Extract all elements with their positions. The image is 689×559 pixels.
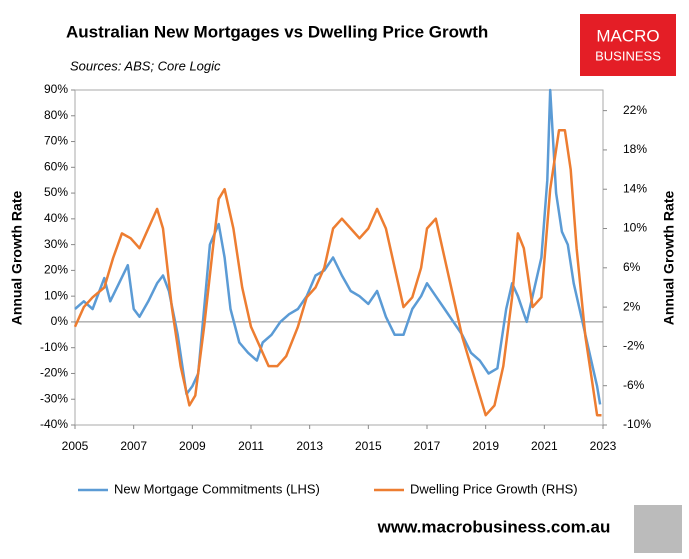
series-line — [73, 129, 602, 417]
y-tick-label: 80% — [44, 108, 68, 122]
y2-tick-label: -10% — [623, 417, 651, 431]
x-tick-label: 2011 — [238, 439, 264, 453]
y2-tick-label: -6% — [623, 378, 645, 392]
x-tick-label: 2007 — [120, 439, 147, 453]
y2-tick-label: 2% — [623, 299, 641, 313]
brand-text: BUSINESS — [595, 48, 661, 63]
y-tick-label: 0% — [51, 314, 69, 328]
y-tick-label: 40% — [44, 211, 68, 225]
y-tick-label: -20% — [40, 366, 68, 380]
y2-tick-label: -2% — [623, 339, 645, 353]
x-tick-label: 2015 — [355, 439, 382, 453]
y2-tick-label: 10% — [623, 221, 647, 235]
y-tick-label: 60% — [44, 159, 68, 173]
y-tick-label: -10% — [40, 340, 68, 354]
y2-tick-label: 18% — [623, 142, 647, 156]
x-tick-label: 2021 — [531, 439, 558, 453]
chart-title: Australian New Mortgages vs Dwelling Pri… — [66, 22, 488, 41]
y2-axis-label: Annual Growth Rate — [661, 191, 677, 326]
plot-area — [74, 89, 604, 426]
y2-tick-label: 14% — [623, 181, 647, 195]
x-tick-label: 2019 — [472, 439, 499, 453]
x-tick-label: 2009 — [179, 439, 206, 453]
brand-logo — [580, 14, 676, 76]
x-tick-label: 2017 — [414, 439, 441, 453]
y-tick-label: 50% — [44, 185, 68, 199]
brand-text: MACRO — [596, 26, 659, 45]
legend-label: Dwelling Price Growth (RHS) — [410, 481, 578, 496]
footer: www.macrobusiness.com.au — [377, 517, 611, 536]
x-tick-label: 2013 — [296, 439, 323, 453]
y-tick-label: 90% — [44, 82, 68, 96]
y-axis-label: Annual Growth Rate — [9, 191, 25, 326]
y2-tick-label: 22% — [623, 103, 647, 117]
y-tick-label: 30% — [44, 237, 68, 251]
y-tick-label: -40% — [40, 417, 68, 431]
y-tick-label: -30% — [40, 391, 68, 405]
legend-label: New Mortgage Commitments (LHS) — [114, 481, 320, 496]
x-tick-label: 2005 — [62, 439, 89, 453]
y-tick-label: 10% — [44, 288, 68, 302]
y-tick-label: 20% — [44, 263, 68, 277]
x-tick-label: 2023 — [590, 439, 617, 453]
y-tick-label: 70% — [44, 134, 68, 148]
series-line — [74, 88, 602, 405]
chart-subtitle: Sources: ABS; Core Logic — [70, 58, 221, 73]
wolf-logo — [634, 505, 682, 553]
y2-tick-label: 6% — [623, 260, 641, 274]
